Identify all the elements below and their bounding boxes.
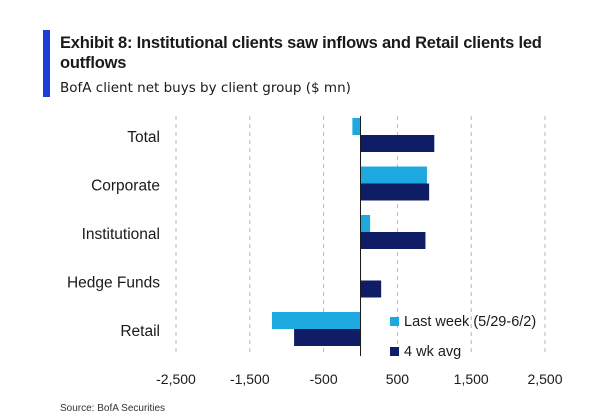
bar bbox=[294, 329, 361, 346]
title-accent-bar bbox=[43, 30, 50, 97]
chart-title: Exhibit 8: Institutional clients saw inf… bbox=[60, 34, 542, 72]
legend-label: 4 wk avg bbox=[404, 344, 461, 360]
bar bbox=[360, 232, 426, 249]
x-tick-label: -500 bbox=[310, 371, 338, 387]
x-tick-label: 2,500 bbox=[527, 371, 562, 387]
category-label: Institutional bbox=[82, 226, 160, 243]
legend-label: Last week (5/29-6/2) bbox=[404, 314, 536, 330]
bars bbox=[271, 118, 435, 346]
category-label: Corporate bbox=[91, 178, 160, 195]
category-label: Retail bbox=[120, 323, 160, 340]
chart-subtitle: BofA client net buys by client group ($ … bbox=[60, 80, 351, 96]
bar bbox=[360, 183, 430, 201]
bar bbox=[360, 135, 435, 152]
legend-swatch bbox=[390, 317, 399, 326]
x-tick-label: -1,500 bbox=[230, 371, 270, 387]
x-tick-label: -2,500 bbox=[156, 371, 196, 387]
bar bbox=[352, 118, 361, 135]
bar bbox=[271, 312, 361, 329]
bar bbox=[360, 166, 427, 184]
source-note: Source: BofA Securities bbox=[60, 403, 166, 414]
bar bbox=[360, 215, 371, 232]
x-tick-labels: -2,500 -1,500 -500 500 1,500 2,500 bbox=[156, 371, 563, 387]
x-tick-label: 1,500 bbox=[454, 371, 489, 387]
category-label: Hedge Funds bbox=[67, 275, 160, 292]
category-label: Total bbox=[127, 129, 160, 146]
legend: Last week (5/29-6/2) 4 wk avg bbox=[390, 314, 536, 360]
legend-swatch bbox=[390, 347, 399, 356]
bar bbox=[360, 280, 382, 298]
category-labels: Total Corporate Institutional Hedge Funds Re… bbox=[67, 129, 160, 340]
x-tick-label: 500 bbox=[386, 371, 410, 387]
